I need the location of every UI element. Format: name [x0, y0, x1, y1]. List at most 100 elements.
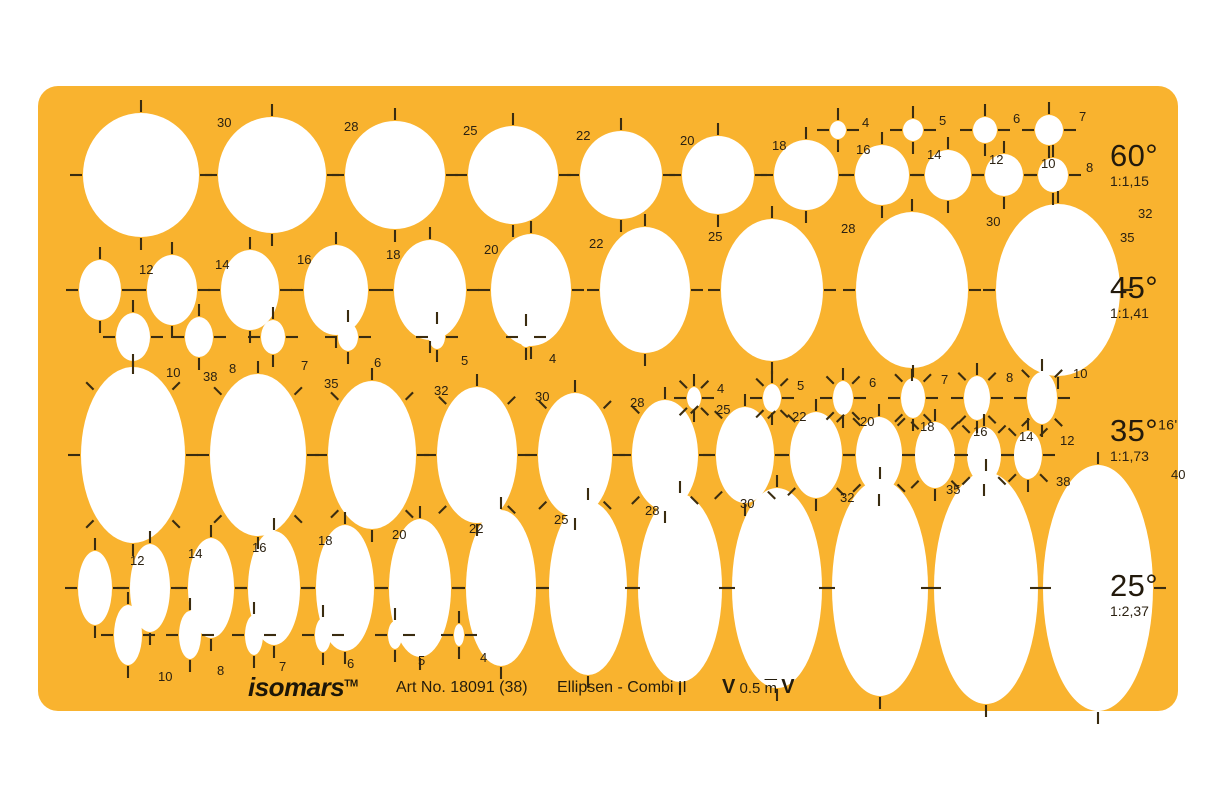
- tick-lower-left: [213, 514, 223, 524]
- tick-group-6: [960, 104, 1010, 156]
- ellipse-cutout-25: [466, 510, 536, 666]
- tick-lower-left: [852, 483, 862, 493]
- tick-group-4: [674, 374, 714, 422]
- tick-marks-group: [65, 100, 1166, 724]
- tick-upper-left: [85, 381, 95, 391]
- ellipse-cutout-18: [856, 417, 902, 493]
- ellipse-cutout-28: [721, 219, 823, 361]
- angle-ratio-60: 1:1,15: [1110, 173, 1149, 189]
- tick-lower-left: [910, 480, 920, 489]
- size-label-7: 7: [279, 659, 286, 674]
- tick-group-8: [951, 363, 1003, 433]
- size-label-7: 7: [1079, 109, 1086, 124]
- size-labels-group: 30 28 25 22 20 18 16 14 12 10 8 4 5 6 7 12 14 16 18 20 22 25 2…: [130, 109, 1185, 684]
- tick-group-38: [68, 354, 198, 556]
- ellipse-cutout-35: [210, 374, 306, 536]
- ellipse-cutout-6: [833, 381, 853, 415]
- size-label-16: 16: [856, 142, 870, 157]
- size-label-6: 6: [1013, 111, 1020, 126]
- ellipse-cutout-25: [345, 121, 445, 229]
- ellipse-cutout-8: [179, 611, 201, 659]
- tick-lower-left: [85, 519, 95, 529]
- ellipse-cutout-20: [580, 131, 662, 219]
- tick-upper-left: [538, 400, 548, 410]
- size-label-14: 14: [1019, 429, 1033, 444]
- ellipse-cutout-28: [538, 393, 612, 517]
- tick-group-6: [325, 310, 371, 364]
- size-label-14: 14: [215, 257, 229, 272]
- tick-upper-right: [997, 424, 1007, 434]
- tick-upper-right: [896, 417, 906, 427]
- tick-group-8: [1025, 145, 1081, 205]
- tick-lower-left: [631, 495, 640, 505]
- tick-lower-right: [835, 487, 845, 497]
- tick-upper-right: [700, 379, 710, 389]
- size-label-20: 20: [860, 414, 874, 429]
- ellipse-cutout-5: [388, 621, 402, 649]
- ellipse-cutout-14: [147, 255, 197, 325]
- angle-value-45: 45°: [1110, 272, 1158, 303]
- size-label-32: 32: [1138, 206, 1152, 221]
- ellipse-cutout-25: [600, 227, 690, 353]
- tick-upper-right: [404, 391, 414, 401]
- ellipse-cutout-8: [964, 376, 990, 420]
- size-label-7: 7: [941, 372, 948, 387]
- ellipse-cutout-16: [915, 422, 955, 488]
- tick-upper-left: [787, 413, 797, 423]
- tick-group-7: [232, 602, 276, 668]
- size-label-25: 25: [708, 229, 722, 244]
- tick-lower-right: [1039, 473, 1049, 483]
- tick-upper-right: [293, 386, 303, 396]
- angle-degrees: 35°: [1110, 413, 1159, 448]
- tick-lower-right: [690, 495, 699, 505]
- size-label-25: 25: [463, 123, 477, 138]
- size-label-6: 6: [374, 355, 381, 370]
- tick-lower-left: [957, 415, 967, 424]
- angle-value-60: 60°: [1110, 140, 1158, 171]
- size-label-25: 25: [716, 402, 730, 417]
- ellipse-cutout-28: [549, 501, 627, 675]
- tick-upper-right: [851, 375, 861, 385]
- ellipse-cutout-8: [185, 317, 213, 357]
- ellipse-cutout-30: [638, 494, 722, 682]
- ellipse-cutout-10: [116, 313, 150, 361]
- ellipse-cutout-40: [1043, 465, 1153, 711]
- product-name: Ellipsen - Combi II: [557, 679, 687, 696]
- ellipse-cutout-32: [996, 204, 1120, 376]
- angle-ratio-25: 1:2,37: [1110, 603, 1149, 619]
- tick-group-8: [166, 598, 214, 672]
- tick-upper-right: [690, 405, 699, 415]
- size-label-4: 4: [549, 351, 556, 366]
- tick-group-6: [820, 368, 866, 428]
- tick-lower-left: [787, 487, 797, 497]
- tick-upper-right: [1054, 369, 1063, 379]
- tick-group-5: [375, 608, 415, 662]
- ellipse-cutout-35: [832, 480, 928, 696]
- ellipse-cutout-32: [732, 488, 822, 688]
- tick-lower-left: [961, 476, 971, 486]
- ellipse-cutout-5: [429, 325, 445, 349]
- size-label-6: 6: [347, 656, 354, 671]
- size-label-35: 35: [1120, 230, 1134, 245]
- ellipse-cutout-4: [454, 624, 464, 646]
- size-label-28: 28: [841, 221, 855, 236]
- ellipse-cutout-5: [903, 119, 923, 141]
- tick-lower-left: [894, 413, 904, 423]
- tick-group-5: [416, 312, 458, 362]
- ellipse-cutout-25: [632, 400, 698, 510]
- size-label-5: 5: [939, 113, 946, 128]
- size-label-16: 16: [973, 424, 987, 439]
- tick-group-12: [1001, 418, 1055, 492]
- size-label-22: 22: [589, 236, 603, 251]
- size-label-10: 10: [166, 365, 180, 380]
- ellipse-cutout-12: [79, 260, 121, 320]
- tick-upper-right: [950, 421, 960, 430]
- size-label-5: 5: [797, 378, 804, 393]
- article-number: Art No. 18091 (38): [396, 679, 528, 696]
- tick-group-30: [625, 481, 735, 695]
- tick-upper-left: [755, 377, 765, 387]
- size-label-18: 18: [386, 247, 400, 262]
- ellipse-cutout-12: [925, 150, 971, 200]
